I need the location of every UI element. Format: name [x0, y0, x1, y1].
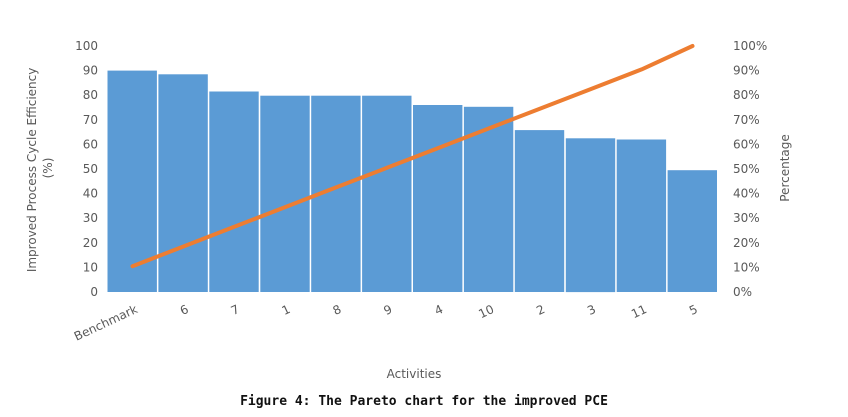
y2-tick-label: 100% — [733, 39, 767, 53]
x-axis-ticks: Benchmark 6 7 1 8 9 4 10 2 3 11 5 — [72, 302, 700, 344]
y2-tick-label: 0% — [733, 285, 752, 299]
bar-benchmark — [107, 70, 157, 292]
y-tick-label: 70 — [83, 113, 98, 127]
y-tick-label: 40 — [83, 187, 98, 201]
y-tick-label: 50 — [83, 162, 98, 176]
y2-tick-label: 90% — [733, 64, 760, 78]
bar-3 — [565, 138, 616, 293]
bar-2 — [514, 130, 565, 292]
y-tick-label: 0 — [90, 285, 98, 299]
x-tick-label: 3 — [585, 302, 598, 318]
bar-1 — [260, 95, 310, 292]
y-tick-label: 90 — [83, 64, 98, 78]
y2-axis-title: Percentage — [778, 134, 792, 202]
x-tick-label: 11 — [629, 302, 649, 321]
bar-10 — [463, 106, 514, 292]
x-tick-label: 10 — [476, 302, 496, 321]
y-axis-title: Improved Process Cycle Efficiency (%) — [25, 64, 55, 272]
bar-5 — [667, 170, 717, 292]
bar-11 — [616, 139, 667, 292]
y-tick-label: 80 — [83, 88, 98, 102]
y-tick-label: 10 — [83, 260, 98, 274]
bar-series — [107, 70, 717, 293]
x-tick-label: 2 — [534, 302, 547, 318]
x-tick-label: 5 — [687, 302, 700, 318]
y2-tick-label: 70% — [733, 113, 760, 127]
y2-tick-label: 30% — [733, 211, 760, 225]
bar-7 — [209, 91, 259, 292]
y-tick-label: 60 — [83, 137, 98, 151]
y2-tick-label: 80% — [733, 88, 760, 102]
bar-6 — [158, 74, 208, 292]
left-axis-ticks: 0 10 20 30 40 50 60 70 80 90 100 — [75, 39, 98, 299]
y2-tick-label: 60% — [733, 137, 760, 151]
y-tick-label: 30 — [83, 211, 98, 225]
x-tick-label: 4 — [432, 302, 445, 318]
bar-4 — [413, 105, 463, 292]
y2-tick-label: 50% — [733, 162, 760, 176]
y2-tick-label: 20% — [733, 236, 760, 250]
x-tick-label: Benchmark — [72, 302, 140, 344]
bar-9 — [362, 95, 412, 292]
x-tick-label: 9 — [381, 302, 394, 318]
x-axis-title: Activities — [387, 367, 442, 381]
cumulative-percentage-line — [130, 44, 695, 269]
y-tick-label: 20 — [83, 236, 98, 250]
y2-tick-label: 40% — [733, 187, 760, 201]
right-axis-ticks: 0% 10% 20% 30% 40% 50% 60% 70% 80% 90% 100% — [733, 39, 767, 299]
x-tick-label: 8 — [331, 302, 344, 318]
x-tick-label: 6 — [178, 302, 191, 318]
y2-tick-label: 10% — [733, 260, 760, 274]
x-tick-label: 1 — [280, 302, 293, 318]
y-tick-label: 100 — [75, 39, 98, 53]
figure-caption: Figure 4: The Pareto chart for the impro… — [240, 394, 608, 409]
x-tick-label: 7 — [229, 302, 242, 318]
